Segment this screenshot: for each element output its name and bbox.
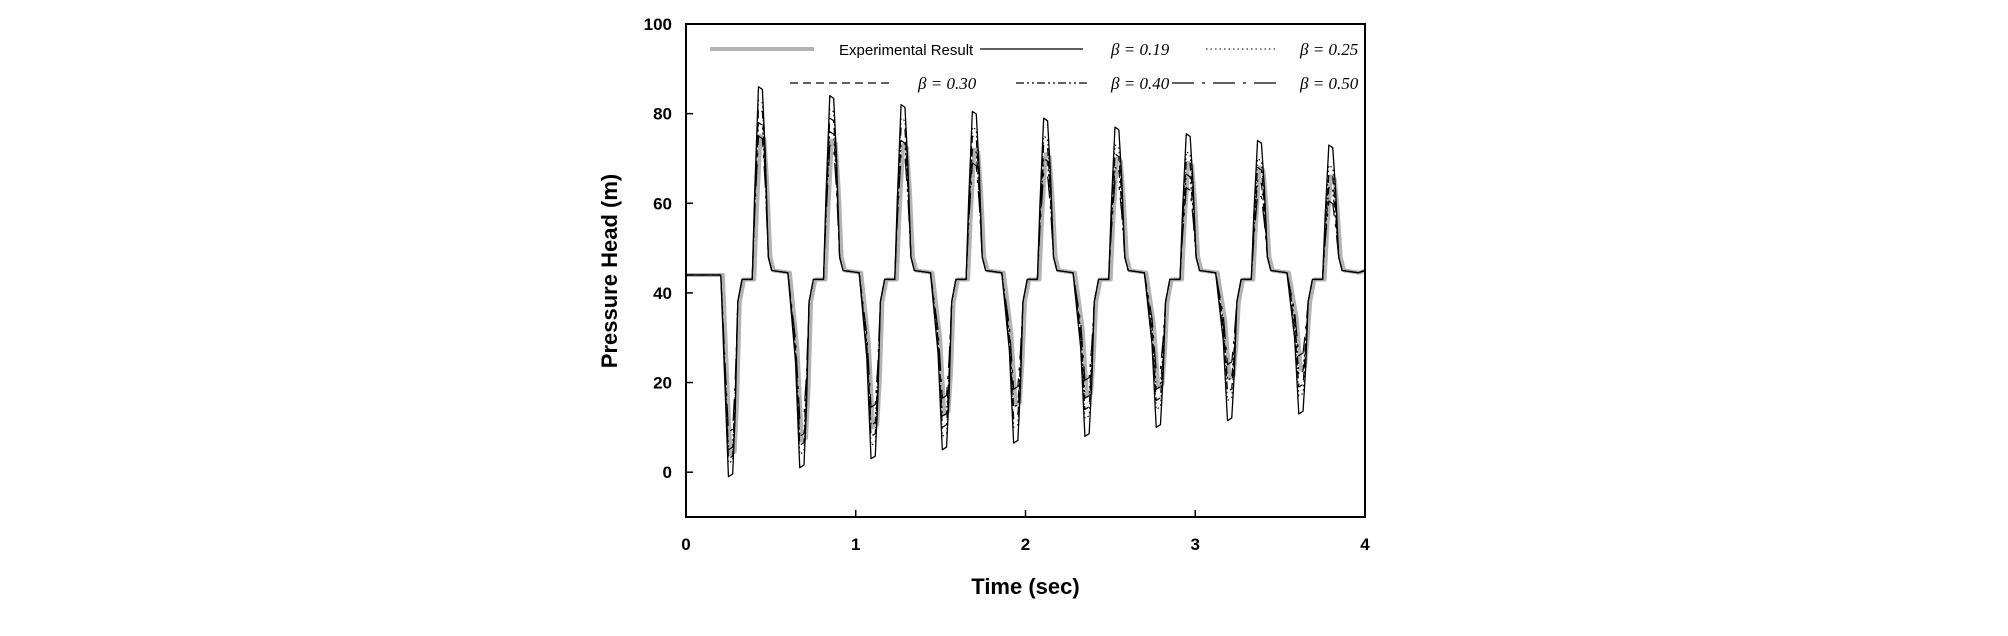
legend: Experimental Result β = 0.19 β = 0.25 β … (710, 40, 1359, 93)
x-tick-label-0: 0 (681, 535, 690, 554)
y-tick-label-0: 0 (663, 463, 672, 482)
y-tick-label-4: 80 (653, 105, 672, 124)
x-axis-title: Time (sec) (971, 574, 1079, 599)
x-tick-label-3: 3 (1191, 535, 1200, 554)
series-line-5 (686, 135, 1366, 433)
legend-label-beta-030: β = 0.30 (917, 74, 977, 93)
y-axis-title: Pressure Head (m) (597, 174, 622, 368)
series-line-2 (686, 99, 1366, 464)
legend-label-beta-050: β = 0.50 (1299, 74, 1359, 93)
x-tick-label-4: 4 (1360, 535, 1370, 554)
y-tick-label-5: 100 (644, 15, 672, 34)
legend-label-beta-025: β = 0.25 (1299, 40, 1358, 59)
legend-label-beta-040: β = 0.40 (1110, 74, 1170, 93)
x-tick-label-2: 2 (1021, 535, 1030, 554)
legend-label-beta-019: β = 0.19 (1110, 40, 1170, 59)
legend-label-experimental: Experimental Result (839, 42, 974, 59)
y-tick-label-3: 60 (653, 194, 672, 213)
series-layer (686, 86, 1366, 478)
x-tick-label-1: 1 (851, 535, 860, 554)
series-line-1 (686, 86, 1366, 478)
y-tick-label-1: 20 (653, 374, 672, 393)
y-tick-label-2: 40 (653, 284, 672, 303)
